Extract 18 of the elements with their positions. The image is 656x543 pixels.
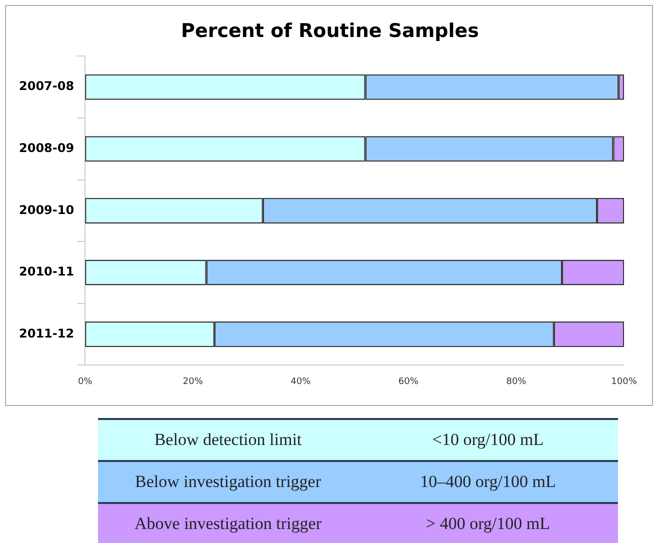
y-tick-label: 2007-08 — [19, 79, 74, 94]
x-tick-label: 100% — [611, 376, 638, 387]
text: 10–400 org/100 mL — [358, 461, 618, 503]
text: <10 org/100 mL — [358, 419, 618, 461]
text: Below investigation trigger — [98, 461, 358, 503]
chart-title: Percent of Routine Samples — [180, 20, 480, 42]
y-tick-label: 2008-09 — [19, 141, 74, 156]
x-tick-label: 0% — [78, 376, 93, 387]
y-tick-label: 2010-11 — [19, 264, 74, 279]
x-tick-label: 40% — [290, 376, 312, 387]
y-tick-label: 2011-12 — [19, 326, 74, 340]
x-tick-label: 20% — [182, 376, 204, 387]
y-tick-label: 2009-10 — [19, 202, 74, 217]
text: > 400 org/100 mL — [358, 503, 618, 543]
text: Below detection limit — [98, 419, 358, 461]
x-tick-label: 60% — [398, 376, 419, 387]
x-tick-label: 80% — [506, 376, 527, 387]
text: Above investigation trigger — [98, 503, 358, 543]
